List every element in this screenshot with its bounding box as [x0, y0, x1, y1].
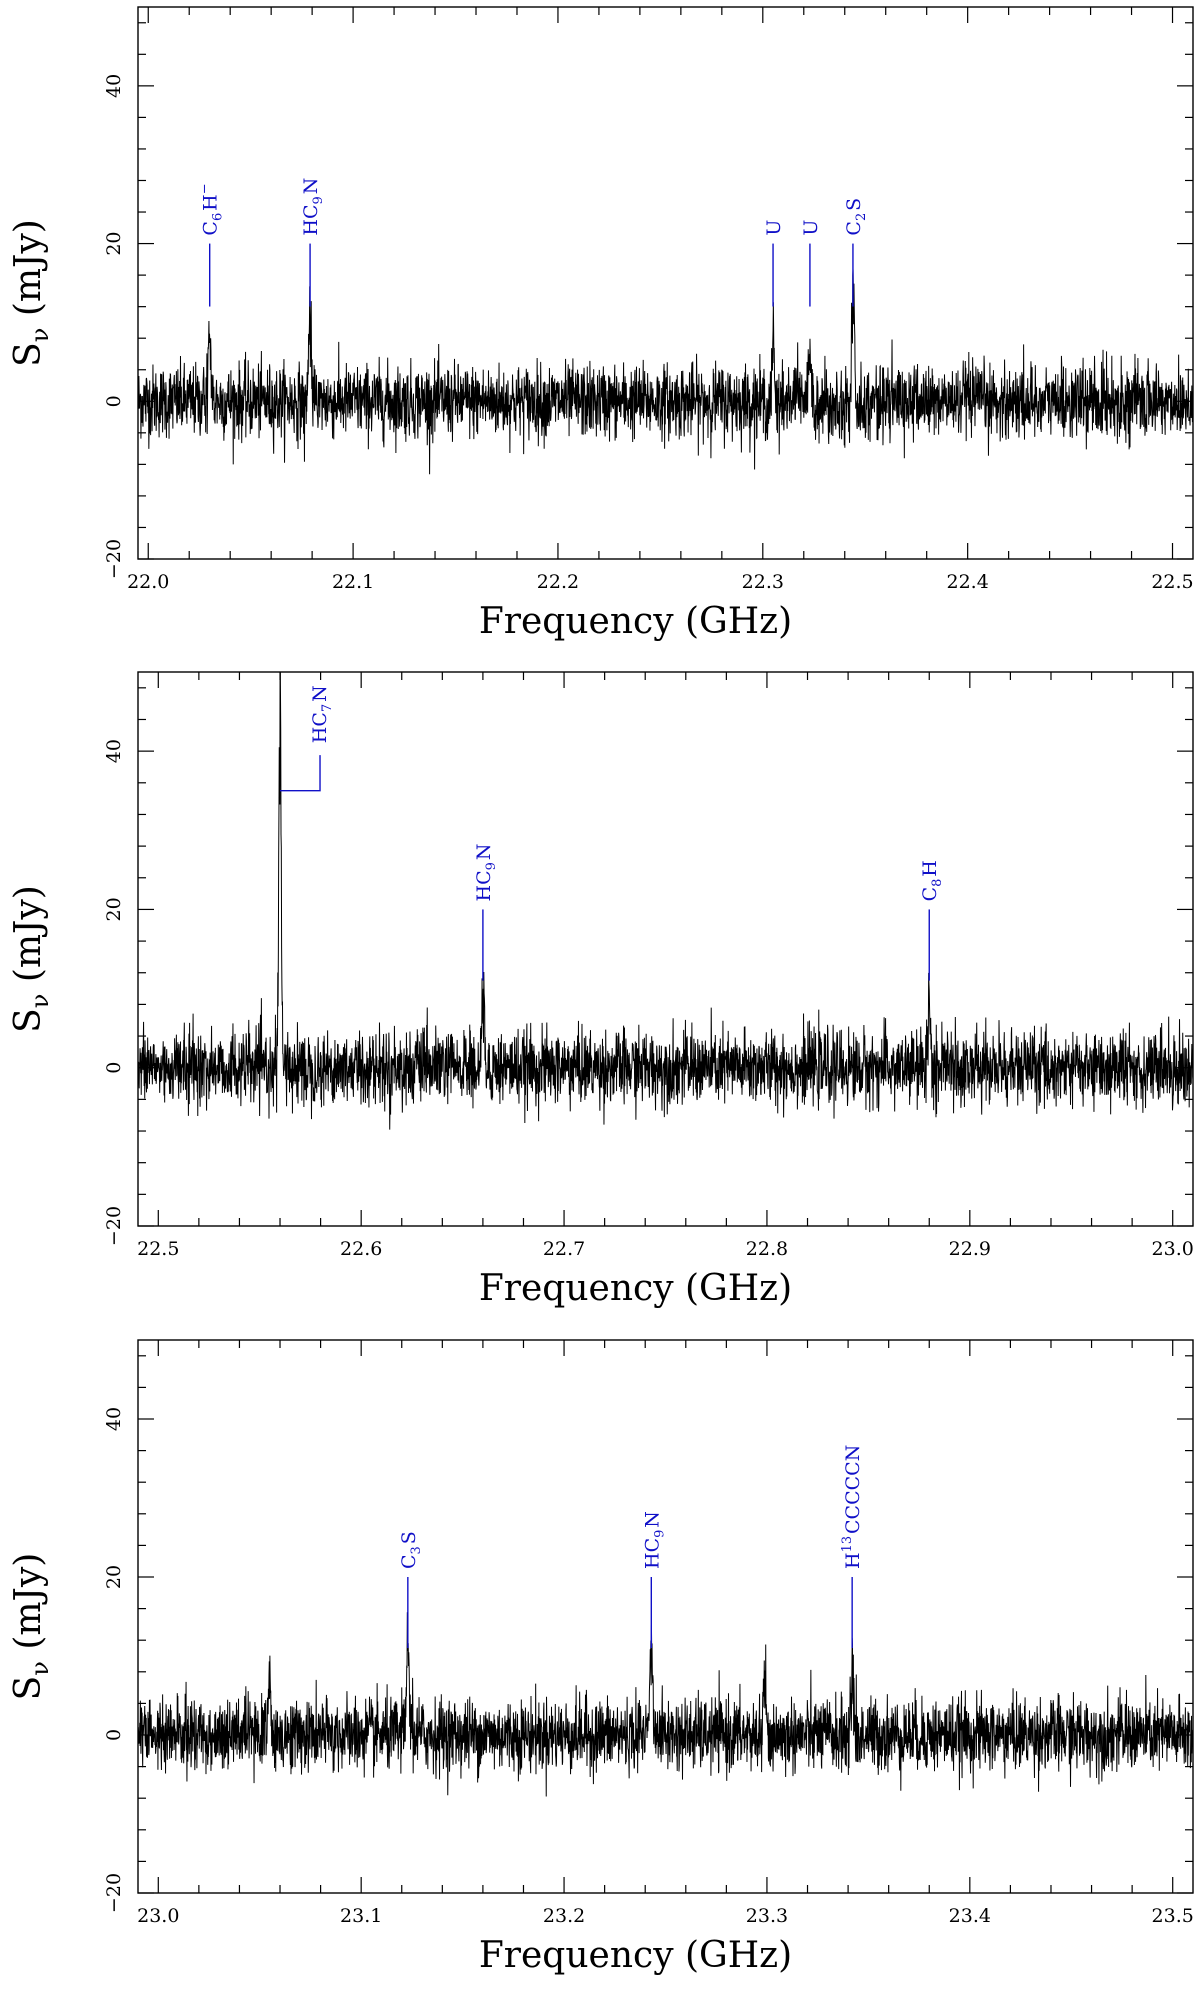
y-tick-label: 20	[103, 1565, 125, 1589]
y-tick-label: 0	[103, 1729, 125, 1741]
line-id-label: H13 CCCCCN	[840, 1445, 864, 1569]
line-id-label: C6 H−	[198, 181, 226, 235]
y-axis-title: Sν (mJy)	[8, 1553, 54, 1701]
y-tick-label: 0	[103, 395, 125, 407]
x-tick-label: 22.5	[137, 1238, 179, 1260]
spectrum-trace	[138, 672, 1193, 1130]
x-tick-label: 22.3	[742, 571, 784, 593]
plot-frame	[137, 6, 1194, 560]
spectrum-panel-2: 22.5 22.6 22.7 22.8 22.9 23.0 −20 0 20 40 Frequenc…	[8, 671, 1194, 1309]
y-tick-label: −20	[103, 1873, 125, 1913]
line-id-label: C2 S	[843, 198, 869, 236]
y-tick-label: 0	[103, 1062, 125, 1074]
x-tick-label: 23.5	[1152, 1905, 1194, 1927]
x-tick-label: 22.8	[746, 1238, 788, 1260]
plot-frame	[137, 1339, 1194, 1894]
plot-frame	[137, 671, 1194, 1227]
y-tick-label: 20	[103, 897, 125, 921]
y-tick-label: −20	[103, 539, 125, 579]
x-tick-label: 22.4	[947, 571, 989, 593]
spectrum-panel-1: 22.0 22.1 22.2 22.3 22.4 22.5 −20 0 20 40 Frequenc…	[8, 6, 1194, 642]
x-tick-label: 22.6	[340, 1238, 382, 1260]
y-axis-title: Sν (mJy)	[8, 885, 54, 1033]
line-id-label: HC9 N	[300, 178, 326, 236]
line-id-label: HC9 N	[473, 844, 499, 902]
x-axis-title: Frequency (GHz)	[479, 1268, 792, 1309]
x-axis-title: Frequency (GHz)	[479, 601, 792, 642]
y-tick-label: 40	[103, 1407, 125, 1431]
x-tick-label: 22.0	[127, 571, 169, 593]
x-tick-label: 23.1	[340, 1905, 382, 1927]
x-axis-title: Frequency (GHz)	[479, 1935, 792, 1976]
spectrum-trace	[138, 1612, 1193, 1797]
line-id-label: C8 H	[919, 860, 945, 901]
spectrum-trace	[138, 269, 1193, 475]
x-tick-label: 23.0	[1152, 1238, 1194, 1260]
line-id-label: HC7 N	[309, 685, 335, 743]
x-tick-label: 22.7	[543, 1238, 585, 1260]
x-tick-label: 23.0	[137, 1905, 179, 1927]
y-tick-label: −20	[103, 1206, 125, 1246]
x-tick-label: 23.3	[746, 1905, 788, 1927]
line-id-label: HC9 N	[641, 1511, 667, 1569]
x-tick-label: 22.5	[1151, 571, 1193, 593]
line-marker	[280, 755, 321, 792]
spectrum-panel-3: 23.0 23.1 23.2 23.3 23.4 23.5 −20 0 20 40 Frequenc…	[8, 1339, 1194, 1976]
x-tick-label: 23.2	[543, 1905, 585, 1927]
y-tick-label: 20	[103, 231, 125, 255]
line-id-label: C3 S	[398, 1531, 424, 1569]
line-id-label: U	[763, 220, 785, 236]
y-axis-title: Sν (mJy)	[8, 219, 54, 367]
x-tick-label: 22.9	[949, 1238, 991, 1260]
y-tick-label: 40	[103, 74, 125, 98]
line-id-label: U	[800, 220, 822, 236]
x-tick-label: 22.1	[332, 571, 374, 593]
y-tick-label: 40	[103, 739, 125, 763]
x-tick-label: 22.2	[537, 571, 579, 593]
x-tick-label: 23.4	[949, 1905, 991, 1927]
